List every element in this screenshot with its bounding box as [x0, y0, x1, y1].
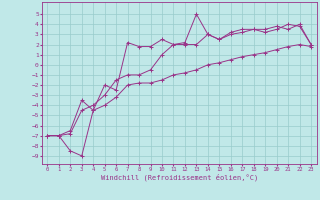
X-axis label: Windchill (Refroidissement éolien,°C): Windchill (Refroidissement éolien,°C) — [100, 173, 258, 181]
